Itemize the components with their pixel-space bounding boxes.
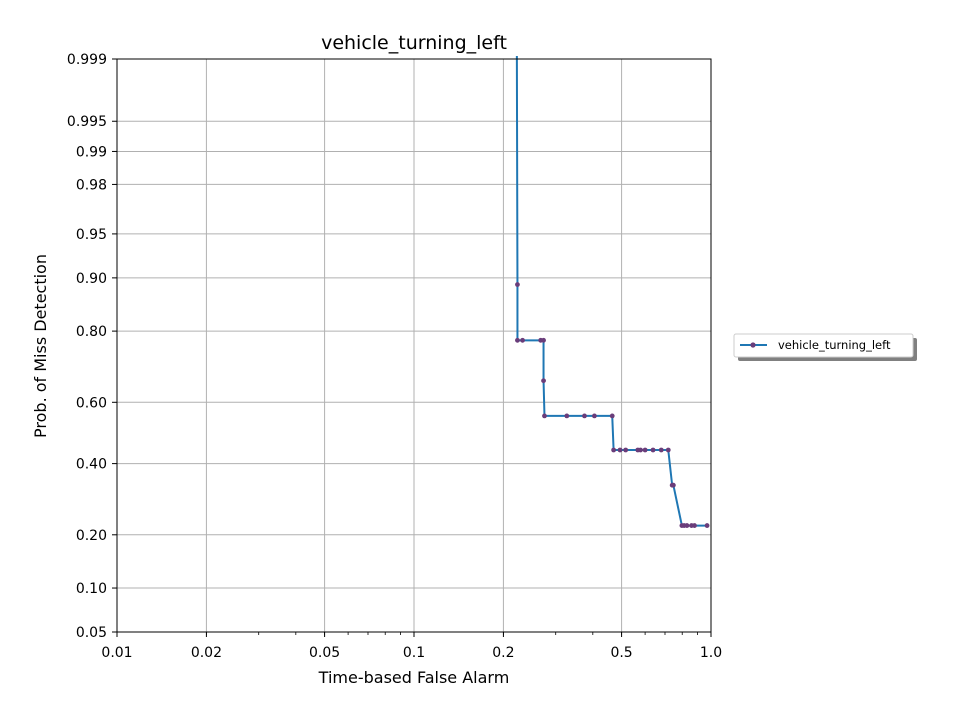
legend-marker bbox=[750, 342, 756, 348]
data-point bbox=[541, 378, 546, 384]
x-tick-label: 1.0 bbox=[700, 645, 722, 661]
y-tick-label: 0.60 bbox=[76, 395, 107, 411]
y-tick-label: 0.90 bbox=[76, 271, 107, 287]
grid-layer bbox=[116, 58, 712, 633]
legend: vehicle_turning_left bbox=[733, 333, 917, 361]
data-point bbox=[658, 447, 664, 453]
y-tick-label: 0.10 bbox=[76, 581, 107, 597]
data-point bbox=[617, 447, 623, 453]
x-tick-label: 0.01 bbox=[101, 645, 132, 661]
data-point bbox=[564, 413, 570, 419]
data-point bbox=[520, 337, 525, 343]
data-point bbox=[609, 413, 615, 419]
data-point bbox=[670, 482, 676, 488]
y-tick-label: 0.20 bbox=[76, 528, 107, 544]
data-point bbox=[684, 523, 690, 528]
y-tick-label: 0.999 bbox=[67, 52, 107, 68]
data-point bbox=[541, 337, 546, 343]
legend-label: vehicle_turning_left bbox=[778, 338, 891, 352]
x-tick-label: 0.05 bbox=[309, 645, 340, 661]
y-tick-label: 0.80 bbox=[76, 324, 107, 340]
data-point bbox=[642, 447, 648, 453]
data-point bbox=[665, 447, 671, 453]
x-tick-label: 0.1 bbox=[403, 645, 425, 661]
x-tick-label: 0.2 bbox=[492, 645, 514, 661]
data-point bbox=[650, 447, 656, 453]
x-tick-label: 0.02 bbox=[191, 645, 222, 661]
data-point bbox=[515, 282, 520, 287]
x-tick-label: 0.5 bbox=[610, 645, 632, 661]
data-point bbox=[515, 337, 520, 343]
tick-layer: 0.01 0.02 0.05 0.1 0.2 0.5 1.0 0.05 0.10 0.20 0.40… bbox=[67, 52, 722, 661]
data-point bbox=[623, 447, 629, 453]
y-tick-label: 0.995 bbox=[67, 114, 107, 130]
data-point bbox=[592, 413, 597, 419]
data-point bbox=[638, 447, 643, 453]
series-line bbox=[515, 55, 708, 527]
chart-title: vehicle_turning_left bbox=[321, 32, 507, 54]
data-point bbox=[542, 413, 547, 419]
y-tick-label: 0.40 bbox=[76, 457, 107, 473]
y-tick-label: 0.98 bbox=[76, 177, 107, 193]
y-tick-label: 0.95 bbox=[76, 227, 107, 243]
x-axis-label: Time-based False Alarm bbox=[318, 668, 510, 687]
y-axis-label: Prob. of Miss Detection bbox=[31, 254, 50, 438]
y-tick-label: 0.05 bbox=[76, 625, 107, 641]
series-layer bbox=[515, 55, 710, 528]
data-point bbox=[582, 413, 587, 419]
data-point bbox=[611, 447, 617, 453]
data-point bbox=[692, 523, 697, 528]
y-tick-label: 0.99 bbox=[76, 144, 107, 160]
data-point bbox=[704, 523, 710, 528]
legend-box bbox=[733, 333, 914, 358]
